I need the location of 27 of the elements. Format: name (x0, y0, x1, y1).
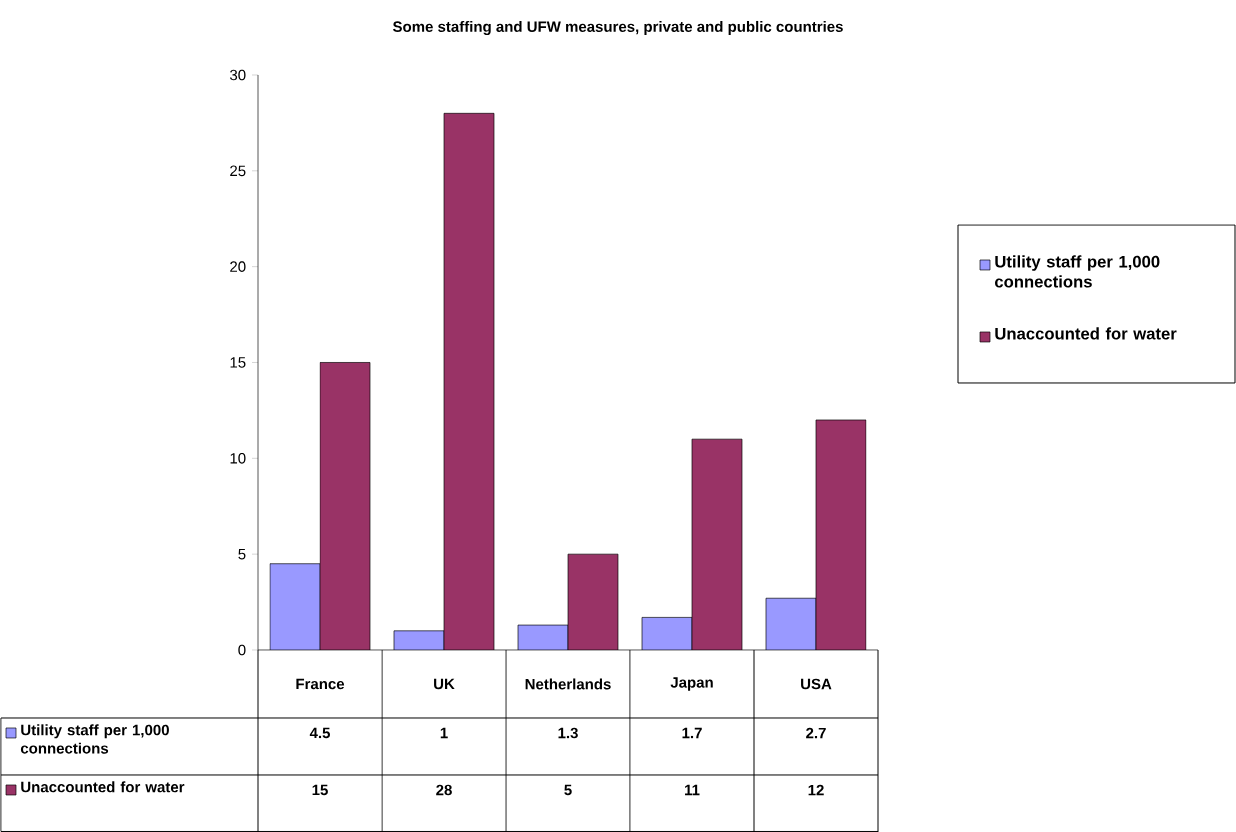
y-tick-label: 0 (238, 644, 246, 656)
legend-label: Unaccounted for water (995, 327, 1177, 340)
chart-title: Some staffing and UFW measures, private and public countries (392, 20, 843, 35)
y-tick-label: 20 (230, 261, 246, 272)
x-tick-label: USA (801, 678, 832, 690)
data-label: 11 (685, 784, 700, 795)
text: Utility staff per 1,000 connections (995, 255, 1160, 288)
x-tick-label: France (296, 678, 345, 689)
y-tick-label: 10 (230, 452, 246, 464)
data-label: 28 (436, 784, 452, 796)
data-label: 1 (440, 727, 448, 738)
data-label: 1.7 (682, 727, 702, 738)
data-label: 5 (564, 784, 572, 795)
data-label: 2.7 (806, 727, 826, 738)
text: Unaccounted for water (21, 781, 185, 793)
y-tick-label: 5 (238, 548, 246, 560)
x-tick-label: Japan (670, 677, 713, 691)
data-label: 4.5 (309, 727, 331, 738)
x-tick-label: UK (434, 678, 455, 689)
y-tick-label: 30 (230, 69, 246, 81)
x-tick-label: Netherlands (525, 678, 611, 690)
data-label: 12 (808, 784, 824, 795)
data-label: 15 (312, 784, 328, 795)
y-tick-label: 25 (230, 165, 246, 176)
y-tick-label: 15 (230, 357, 246, 368)
data-label: 1.3 (558, 727, 578, 739)
legend-label: Utility staff per 1,000 connections (20, 724, 169, 754)
